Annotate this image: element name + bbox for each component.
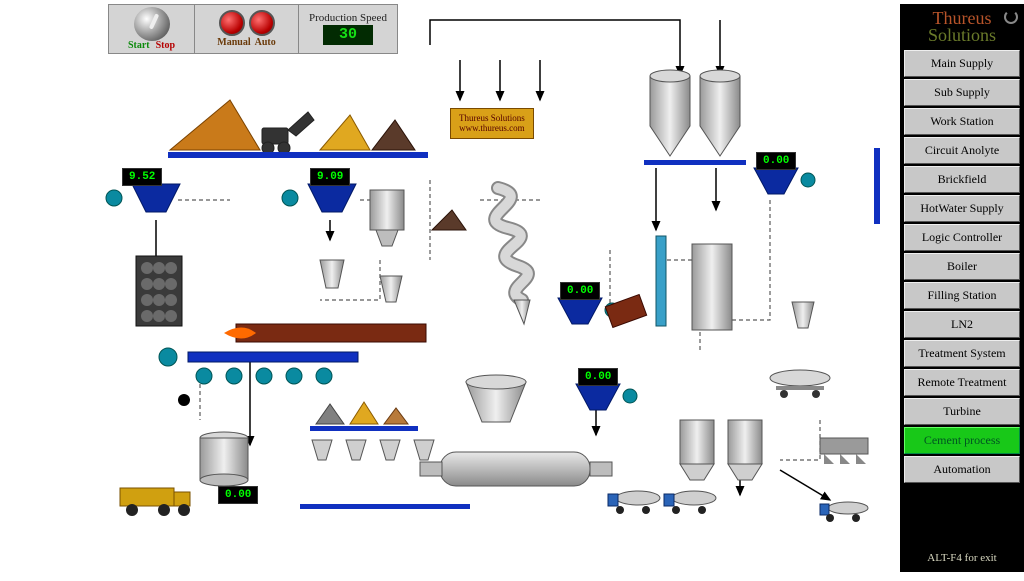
brand-logo: Thureus Solutions xyxy=(904,8,1020,44)
rotary-kiln xyxy=(224,324,426,342)
readout-r3: 0.00 xyxy=(560,282,600,300)
readout-r1: 9.52 xyxy=(122,168,162,186)
junction-dot xyxy=(178,394,190,406)
cyclone-spiral xyxy=(495,188,530,324)
logo-bottom: Solutions xyxy=(928,25,996,45)
crusher xyxy=(370,190,404,246)
slim-column xyxy=(656,236,666,326)
ball-mill xyxy=(420,452,612,486)
menu: Main SupplySub SupplyWork StationCircuit… xyxy=(904,50,1020,483)
trucks-center xyxy=(608,491,716,514)
hopper-r4 xyxy=(576,384,637,410)
menu-item-treatment-system[interactable]: Treatment System xyxy=(904,340,1020,367)
placard-line2: www.thureus.com xyxy=(459,123,525,133)
big-hopper xyxy=(466,375,526,422)
menu-item-circuit-anolyte[interactable]: Circuit Anolyte xyxy=(904,137,1020,164)
placard-line1: Thureus Solutions xyxy=(459,113,525,123)
small-cone-a xyxy=(320,260,344,288)
menu-item-logic-controller[interactable]: Logic Controller xyxy=(904,224,1020,251)
readout-r5: 0.00 xyxy=(756,152,796,170)
menu-item-filling-station[interactable]: Filling Station xyxy=(904,282,1020,309)
menu-item-hotwater-supply[interactable]: HotWater Supply xyxy=(904,195,1020,222)
menu-item-cement-process[interactable]: Cement process xyxy=(904,427,1020,454)
process-diagram: Thureus Solutions www.thureus.com 9.52 9… xyxy=(0,0,900,576)
menu-item-work-station[interactable]: Work Station xyxy=(904,108,1020,135)
storage-tank xyxy=(200,432,248,486)
hopper-r1 xyxy=(106,184,180,212)
readout-r6: 0.00 xyxy=(218,486,258,504)
additive-row xyxy=(310,402,434,460)
menu-item-remote-treatment[interactable]: Remote Treatment xyxy=(904,369,1020,396)
menu-item-sub-supply[interactable]: Sub Supply xyxy=(904,79,1020,106)
menu-item-main-supply[interactable]: Main Supply xyxy=(904,50,1020,77)
hopper-r5 xyxy=(754,168,815,194)
truck-left xyxy=(120,488,190,516)
hopper-r2 xyxy=(282,184,356,212)
small-cone-c xyxy=(792,302,814,328)
hopper-car xyxy=(820,438,868,464)
menu-item-boiler[interactable]: Boiler xyxy=(904,253,1020,280)
small-cone-b xyxy=(380,276,402,302)
truck-right xyxy=(820,502,868,522)
menu-item-automation[interactable]: Automation xyxy=(904,456,1020,483)
plate xyxy=(605,295,646,328)
product-silos xyxy=(680,420,762,480)
readout-r4: 0.00 xyxy=(578,368,618,386)
raw-piles xyxy=(168,100,428,158)
readout-r2: 9.09 xyxy=(310,168,350,186)
exit-hint: ALT-F4 for exit xyxy=(904,548,1020,568)
cycle-icon xyxy=(1004,10,1018,24)
menu-item-turbine[interactable]: Turbine xyxy=(904,398,1020,425)
vert-bar xyxy=(874,148,880,224)
small-pile xyxy=(432,210,466,230)
sidebar: Thureus Solutions Main SupplySub SupplyW… xyxy=(900,4,1024,572)
menu-item-ln2[interactable]: LN2 xyxy=(904,311,1020,338)
mill-out-belt xyxy=(300,504,470,509)
info-placard: Thureus Solutions www.thureus.com xyxy=(450,108,534,139)
top-silos xyxy=(644,70,746,165)
kiln-conveyor xyxy=(159,348,358,384)
rail-tanker xyxy=(770,370,830,398)
heat-exchanger xyxy=(136,256,182,326)
tall-vessel xyxy=(692,244,732,330)
menu-item-brickfield[interactable]: Brickfield xyxy=(904,166,1020,193)
